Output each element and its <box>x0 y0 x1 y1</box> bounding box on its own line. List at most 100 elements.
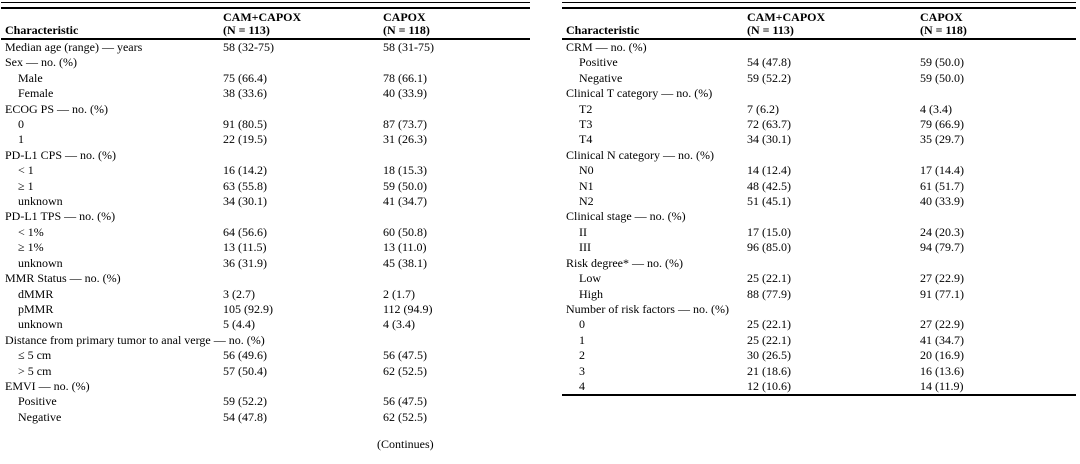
table-row: III 96 (85.0) 94 (79.7) <box>562 240 1076 255</box>
row-value-arm2: 31 (26.3) <box>383 132 427 147</box>
row-value-arm2: 14 (11.9) <box>920 378 964 393</box>
row-label: N1 <box>579 178 594 193</box>
row-value-arm2: 56 (47.5) <box>383 394 427 409</box>
table-row: Male 75 (66.4) 78 (66.1) <box>1 71 530 86</box>
table-row: Number of risk factors — no. (%) <box>562 302 1076 317</box>
row-label: dMMR <box>18 286 54 301</box>
header-bottom-rule <box>562 38 1076 40</box>
row-label: unknown <box>18 255 63 270</box>
row-label: ECOG PS — no. (%) <box>5 101 109 116</box>
row-value-arm1 <box>747 256 920 271</box>
row-label: Clinical N category — no. (%) <box>566 147 714 162</box>
table-row: MMR Status — no. (%) <box>1 271 530 286</box>
row-label: Positive <box>18 394 57 409</box>
row-label: 2 <box>579 348 585 363</box>
row-label: 1 <box>579 332 585 347</box>
row-value-arm1: 64 (56.6) <box>223 224 267 239</box>
row-label: Distance from primary tumor to anal verg… <box>5 332 265 347</box>
row-label: T2 <box>579 101 593 116</box>
table-row: dMMR 3 (2.7) 2 (1.7) <box>1 287 530 302</box>
row-value-arm1: 30 (26.5) <box>747 348 791 363</box>
table-row: > 5 cm 57 (50.4) 62 (52.5) <box>1 364 530 379</box>
table-row: 3 21 (18.6) 16 (13.6) <box>562 364 1076 379</box>
row-value-arm2: 91 (77.1) <box>920 286 964 301</box>
table-row: 1 25 (22.1) 41 (34.7) <box>562 333 1076 348</box>
row-value-arm2 <box>920 40 1076 55</box>
table-row: Female 38 (33.6) 40 (33.9) <box>1 86 530 101</box>
row-value-arm2: 58 (31-75) <box>383 40 434 54</box>
characteristic-header-label: Characteristic <box>566 23 640 37</box>
arm2-name: CAPOX <box>383 10 426 24</box>
header-bottom-rule <box>1 38 530 40</box>
row-label: 0 <box>579 317 585 332</box>
row-value-arm1: 25 (22.1) <box>747 332 791 347</box>
table-row: II 17 (15.0) 24 (20.3) <box>562 225 1076 240</box>
row-value-arm1: 51 (45.1) <box>747 194 791 209</box>
row-label: T3 <box>579 117 593 132</box>
row-value-arm2: 79 (66.9) <box>920 117 964 132</box>
row-value-arm2: 4 (3.4) <box>383 317 415 332</box>
row-value-arm2: 94 (79.7) <box>920 240 964 255</box>
row-value-arm1: 16 (14.2) <box>223 163 267 178</box>
table-row: Clinical stage — no. (%) <box>562 209 1076 224</box>
row-value-arm1: 22 (19.5) <box>223 132 267 147</box>
row-value-arm2: 59 (50.0) <box>920 55 964 70</box>
row-value-arm1: 56 (49.6) <box>223 348 267 363</box>
row-value-arm1 <box>223 55 383 70</box>
row-value-arm1: 13 (11.5) <box>223 240 267 255</box>
baseline-characteristics-table-left: Characteristic CAM+CAPOX (N = 113) CAPOX… <box>1 2 530 452</box>
table-row: Median age (range) — years 58 (32-75) 58… <box>1 40 530 55</box>
row-value-arm1: 96 (85.0) <box>747 240 791 255</box>
row-value-arm2: 87 (73.7) <box>383 117 427 132</box>
row-value-arm1 <box>223 102 383 117</box>
row-value-arm1 <box>747 148 920 163</box>
row-label: < 1% <box>18 224 44 239</box>
table-row: unknown 34 (30.1) 41 (34.7) <box>1 194 530 209</box>
row-label: II <box>579 224 587 239</box>
table-top-rule-outer <box>562 2 1076 3</box>
row-value-arm2: 41 (34.7) <box>920 332 964 347</box>
row-value-arm2 <box>920 209 1076 224</box>
row-label: Risk degree* — no. (%) <box>566 255 683 270</box>
row-label: 0 <box>18 117 24 132</box>
table-row: Risk degree* — no. (%) <box>562 256 1076 271</box>
row-value-arm1: 14 (12.4) <box>747 163 791 178</box>
table-row: T4 34 (30.1) 35 (29.7) <box>562 132 1076 147</box>
row-label: Clinical stage — no. (%) <box>566 209 686 224</box>
row-value-arm1: 59 (52.2) <box>747 70 791 85</box>
table-row: 0 91 (80.5) 87 (73.7) <box>1 117 530 132</box>
table-body: Median age (range) — years 58 (32-75) 58… <box>1 40 530 425</box>
table-row: Sex — no. (%) <box>1 55 530 70</box>
arm1-n: (N = 113) <box>223 23 270 37</box>
table-row: N1 48 (42.5) 61 (51.7) <box>562 179 1076 194</box>
row-value-arm2 <box>383 379 530 394</box>
table-row: Low 25 (22.1) 27 (22.9) <box>562 271 1076 286</box>
row-label: Sex — no. (%) <box>5 55 77 70</box>
row-value-arm1: 91 (80.5) <box>223 117 267 132</box>
row-value-arm1: 57 (50.4) <box>223 363 267 378</box>
row-value-arm1: 48 (42.5) <box>747 178 791 193</box>
row-label: Median age (range) — years <box>5 40 143 54</box>
row-label: Male <box>18 70 43 85</box>
row-value-arm1 <box>223 333 383 348</box>
table-row: CRM — no. (%) <box>562 40 1076 55</box>
row-value-arm1: 75 (66.4) <box>223 70 267 85</box>
row-label: EMVI — no. (%) <box>5 378 90 393</box>
row-label: Negative <box>579 70 623 85</box>
table-row: Negative 54 (47.8) 62 (52.5) <box>1 410 530 425</box>
row-value-arm1: 5 (4.4) <box>223 317 255 332</box>
row-value-arm2: 62 (52.5) <box>383 409 427 424</box>
table-row: T3 72 (63.7) 79 (66.9) <box>562 117 1076 132</box>
table-row: ≥ 1 63 (55.8) 59 (50.0) <box>1 179 530 194</box>
row-label: 3 <box>579 363 585 378</box>
row-value-arm2 <box>383 102 530 117</box>
row-value-arm2: 45 (38.1) <box>383 255 427 270</box>
row-value-arm2: 20 (16.9) <box>920 348 964 363</box>
table-row: 2 30 (26.5) 20 (16.9) <box>562 348 1076 363</box>
row-value-arm1 <box>747 86 920 101</box>
row-value-arm1 <box>747 40 920 55</box>
column-header-capox: CAPOX (N = 118) <box>383 11 530 37</box>
row-label: Clinical T category — no. (%) <box>566 86 713 101</box>
table-row: PD-L1 CPS — no. (%) <box>1 148 530 163</box>
